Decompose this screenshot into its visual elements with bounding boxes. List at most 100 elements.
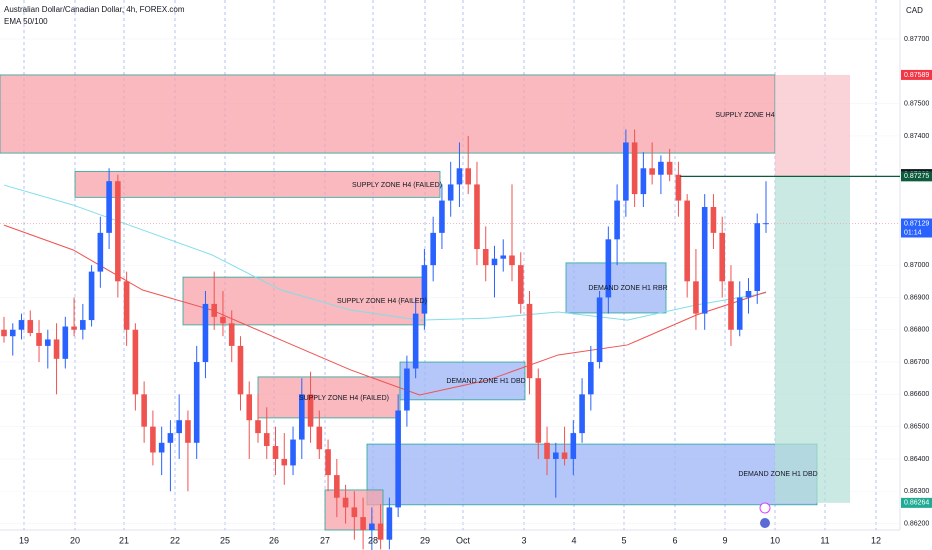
candle-body xyxy=(246,394,253,421)
candle-body xyxy=(237,345,244,395)
candle-body xyxy=(298,394,305,440)
candle-body xyxy=(386,507,393,540)
candle-body xyxy=(535,378,542,443)
zone xyxy=(366,443,818,506)
candle-body xyxy=(228,323,235,346)
candle-body xyxy=(158,442,165,453)
y-tick-label: 0.87700 xyxy=(904,36,929,43)
candle-body xyxy=(202,303,209,363)
candle-body xyxy=(552,452,559,459)
candle-body xyxy=(430,232,436,266)
candle-body xyxy=(342,497,349,508)
y-tick-label: 0.86400 xyxy=(904,456,929,463)
zone-label: SUPPLY ZONE H4 xyxy=(715,112,774,119)
candle-body xyxy=(640,168,647,195)
candle-body xyxy=(62,326,69,359)
candle-body xyxy=(447,184,454,201)
dividend-icon[interactable] xyxy=(760,518,770,528)
candle-body xyxy=(614,200,620,240)
candle-body xyxy=(1,329,7,337)
candle-body xyxy=(649,168,655,175)
candle-body xyxy=(509,255,515,266)
ema-line xyxy=(3,224,767,396)
candle-body xyxy=(36,332,42,346)
candle-body xyxy=(675,174,682,201)
y-tick-label: 0.87400 xyxy=(904,133,929,140)
zone-label: DEMAND ZONE H1 DBD xyxy=(738,471,817,478)
candle-body xyxy=(736,297,743,330)
candle-body xyxy=(631,142,638,195)
x-tick-label: 9 xyxy=(722,535,727,545)
entry-price-label-bg xyxy=(901,171,932,182)
candle-body xyxy=(176,420,182,434)
candle-body xyxy=(193,362,200,443)
candle-body xyxy=(185,420,191,443)
candle-body xyxy=(334,475,340,498)
zone xyxy=(399,361,526,401)
candle-body xyxy=(97,232,104,272)
candle-body xyxy=(211,303,218,317)
zone-label: SUPPLY ZONE H4 (FAILED) xyxy=(337,298,427,305)
candle-body xyxy=(71,326,77,330)
x-tick-label: 5 xyxy=(621,535,626,545)
y-tick-label: 0.87500 xyxy=(904,101,929,108)
candle-body xyxy=(570,433,577,459)
candle-body xyxy=(482,249,489,266)
candle-body xyxy=(491,258,498,266)
symbol-title: Australian Dollar/Canadian Dollar, 4h, F… xyxy=(4,5,185,14)
currency-label: CAD xyxy=(906,6,923,15)
candle-body xyxy=(745,290,752,298)
x-tick-label: 22 xyxy=(170,535,180,545)
y-tick-label: 0.87000 xyxy=(904,262,929,269)
candle-body xyxy=(80,320,86,330)
x-tick-label: 19 xyxy=(19,535,29,545)
candle-body xyxy=(351,507,358,518)
candle-body xyxy=(412,313,419,369)
y-tick-label: 0.86900 xyxy=(904,294,929,301)
candle-body xyxy=(561,452,568,459)
candle-body xyxy=(44,339,51,346)
candle-body xyxy=(53,339,60,359)
candle-body xyxy=(439,200,445,233)
zone-label: DEMAND ZONE H1 DBD xyxy=(446,378,525,385)
x-tick-label: 28 xyxy=(368,535,378,545)
candle-body xyxy=(658,161,664,175)
zone-label: DEMAND ZONE H1 RBR xyxy=(588,285,667,292)
plot-under xyxy=(0,0,900,531)
candle-body xyxy=(141,394,147,427)
plot-over: 19 20 21 22 25 26 27 28 29 Oct 3 4 5 6 9 10 11 12 0.86200 0… xyxy=(19,36,932,545)
candle-body xyxy=(623,142,629,201)
candle-body xyxy=(719,232,726,282)
candle-body xyxy=(360,517,366,530)
zone-label: SUPPLY ZONE H4 (FAILED) xyxy=(299,395,389,402)
candle-body xyxy=(377,523,384,540)
candle-body xyxy=(710,207,717,233)
y-tick-label: 0.86500 xyxy=(904,423,929,430)
zone xyxy=(0,74,776,154)
last-price-label: 0.87129 xyxy=(904,220,929,227)
event-icon[interactable] xyxy=(759,502,771,514)
candle-body xyxy=(369,523,375,530)
candle-body xyxy=(666,161,673,175)
candle-body xyxy=(544,442,550,459)
x-tick-label: 6 xyxy=(672,535,677,545)
candle-body xyxy=(588,362,594,395)
x-tick-label: 4 xyxy=(571,535,576,545)
candle-body xyxy=(465,168,472,185)
candle-body xyxy=(272,446,279,459)
plot xyxy=(1,129,769,550)
reward-area xyxy=(775,176,850,503)
zone-label: SUPPLY ZONE H4 (FAILED) xyxy=(352,182,442,189)
candle-body xyxy=(106,181,112,233)
x-tick-label: 11 xyxy=(820,535,829,545)
entry-price-label: 0.87275 xyxy=(904,173,929,180)
candle-body xyxy=(456,168,463,185)
y-tick-label: 0.86300 xyxy=(904,488,929,495)
candle-body xyxy=(27,320,34,333)
candle-body xyxy=(167,433,174,443)
candle-body xyxy=(701,207,708,314)
candle-body xyxy=(220,316,226,324)
candle-body xyxy=(132,329,139,395)
candle-body xyxy=(255,420,261,434)
zone xyxy=(74,171,441,198)
